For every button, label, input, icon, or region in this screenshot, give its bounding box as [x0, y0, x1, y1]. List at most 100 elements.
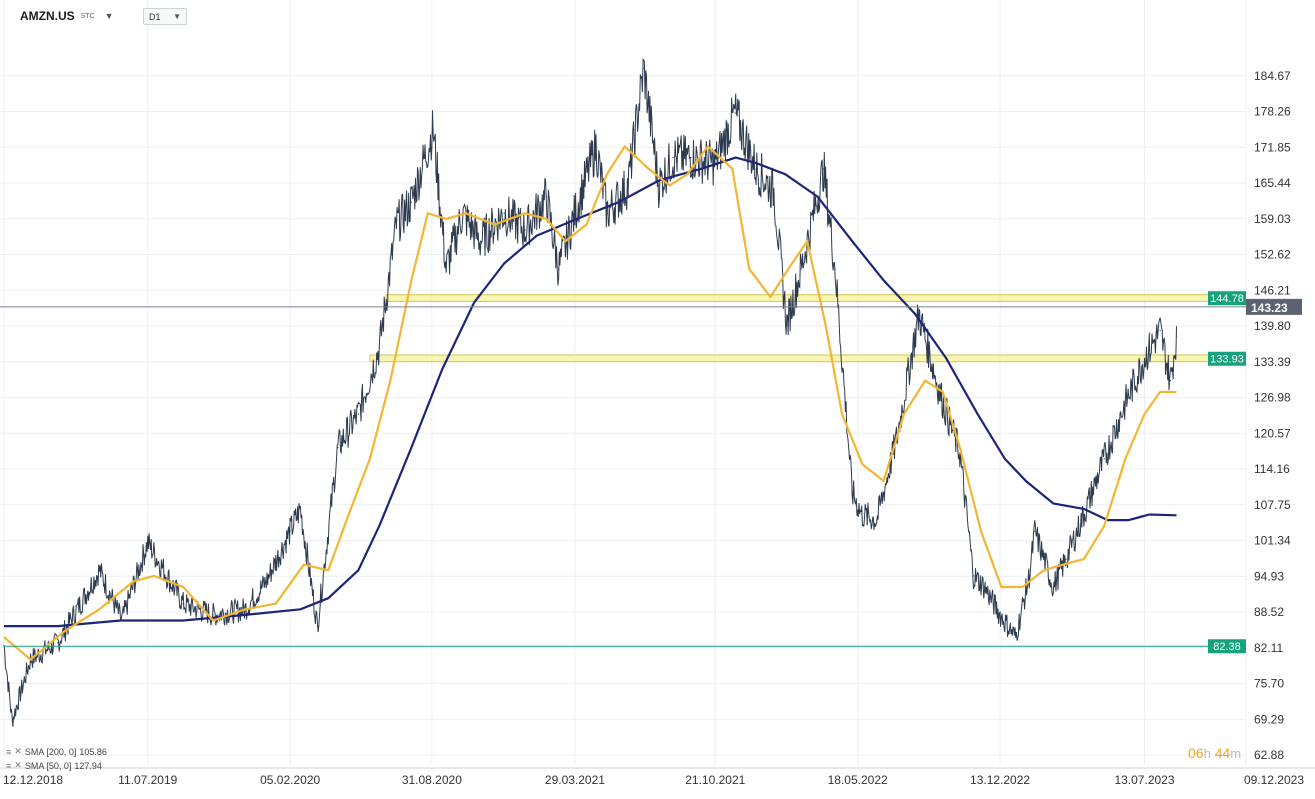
legend-label: SMA [200, 0] — [24, 746, 77, 757]
price-point — [503, 212, 505, 214]
y-tick-label: 146.21 — [1254, 283, 1291, 297]
resistance-zone — [369, 354, 1240, 363]
price-point — [690, 156, 692, 159]
price-point — [1083, 513, 1085, 516]
y-tick-label: 120.57 — [1254, 426, 1291, 440]
symbol-selector[interactable]: AMZN.US STC ▼ — [20, 9, 114, 23]
price-point — [983, 586, 985, 588]
legend-value: 105.86 — [79, 746, 107, 757]
exchange-tag: STC — [80, 12, 95, 20]
price-point — [289, 530, 291, 532]
legend-sma200: ≡ ✕ SMA [200, 0] 105.86 — [6, 746, 107, 757]
price-point — [595, 145, 597, 148]
price-point — [1169, 380, 1171, 382]
y-tick-label: 159.03 — [1254, 212, 1291, 226]
candle-countdown: 06h 44m — [1188, 745, 1241, 761]
y-tick-label: 171.85 — [1254, 140, 1291, 154]
y-tick-label: 139.80 — [1254, 319, 1291, 333]
price-point — [395, 223, 398, 226]
price-point — [432, 129, 434, 131]
x-tick-label: 31.08.2020 — [402, 773, 462, 787]
price-point — [851, 491, 853, 493]
price-point — [11, 720, 13, 722]
y-tick-label: 178.26 — [1254, 105, 1291, 119]
y-tick-label: 69.29 — [1254, 712, 1284, 726]
horizontal-levels: 144.78 133.93 82.38 143.23 — [0, 291, 1302, 654]
price-point — [1015, 636, 1017, 638]
chart-grid — [0, 0, 1247, 765]
legend-sma50: ≡ ✕ SMA [50, 0] 127.94 — [6, 760, 102, 771]
price-point — [337, 446, 339, 449]
price-point — [182, 603, 184, 605]
legend-label: SMA [50, 0] — [24, 760, 72, 771]
timeframe-dropdown[interactable]: D1 ▼ — [143, 8, 187, 25]
price-point — [265, 580, 267, 583]
y-tick-label: 94.93 — [1254, 569, 1284, 583]
settings-icon[interactable]: ≡ — [6, 760, 12, 771]
y-tick-label: 101.34 — [1254, 534, 1291, 548]
settings-icon[interactable]: ≡ — [6, 746, 12, 757]
x-tick-label: 12.12.2018 — [3, 773, 63, 787]
x-tick-label: 18.05.2022 — [828, 773, 888, 787]
price-point — [479, 240, 481, 242]
price-point — [755, 168, 757, 170]
price-point — [834, 268, 836, 270]
countdown-hours-unit: h — [1203, 746, 1211, 761]
price-point — [557, 268, 560, 270]
price-point — [574, 212, 576, 214]
level-badge-label: 144.78 — [1210, 293, 1244, 305]
symbol-name: AMZN.US — [20, 9, 75, 23]
level-badge — [1208, 291, 1246, 306]
price-point — [876, 519, 878, 521]
price-point — [1103, 458, 1105, 460]
price-point — [972, 575, 975, 577]
resistance-zone — [385, 294, 1246, 302]
y-tick-label: 62.88 — [1254, 748, 1284, 762]
price-point — [627, 184, 629, 187]
chevron-down-icon: ▼ — [173, 12, 181, 21]
price-point — [800, 268, 802, 270]
price-point — [734, 112, 736, 114]
current-price-badge — [1246, 298, 1302, 315]
y-tick-label: 82.11 — [1254, 641, 1283, 655]
price-point — [98, 569, 100, 571]
price-point — [861, 513, 863, 516]
y-tick-label: 152.62 — [1254, 248, 1291, 262]
price-point — [1175, 335, 1178, 337]
y-tick-label: 75.70 — [1254, 677, 1284, 691]
price-point — [1028, 575, 1030, 577]
y-tick-label: 133.39 — [1254, 355, 1291, 369]
chevron-down-icon[interactable]: ▼ — [104, 11, 114, 21]
price-point — [773, 190, 775, 192]
price-point — [918, 313, 920, 315]
close-icon[interactable]: ✕ — [14, 760, 22, 770]
current-price-label: 143.23 — [1251, 301, 1288, 315]
sma-50-line — [3, 145, 1177, 661]
chart-axes: 184.67 178.26 171.85 165.44 159.03 152.62 146.… — [0, 69, 1315, 787]
sma-50-path — [3, 145, 1177, 661]
price-point — [57, 642, 59, 644]
price-point — [1143, 357, 1146, 359]
price-point — [147, 541, 149, 543]
close-icon[interactable]: ✕ — [14, 746, 22, 756]
level-badge-label: 133.93 — [1210, 354, 1244, 366]
price-point — [822, 168, 825, 170]
x-tick-label: 13.12.2022 — [970, 773, 1030, 787]
price-series — [3, 57, 1178, 727]
x-tick-label: 21.10.2021 — [685, 773, 745, 787]
price-point — [1034, 530, 1036, 532]
price-point — [410, 201, 413, 203]
price-point — [445, 268, 447, 270]
countdown-hours: 06 — [1188, 745, 1204, 761]
timeframe-value: D1 — [149, 11, 161, 22]
x-tick-label: 13.07.2023 — [1114, 773, 1174, 787]
price-point — [1159, 329, 1161, 332]
price-point — [643, 67, 645, 69]
price-point — [1065, 558, 1067, 560]
y-tick-label: 184.67 — [1254, 69, 1291, 83]
price-point — [786, 324, 788, 326]
sma-200-path — [4, 156, 1177, 628]
x-tick-label: 05.02.2020 — [260, 773, 320, 787]
x-tick-label: 09.12.2023 — [1244, 773, 1304, 787]
